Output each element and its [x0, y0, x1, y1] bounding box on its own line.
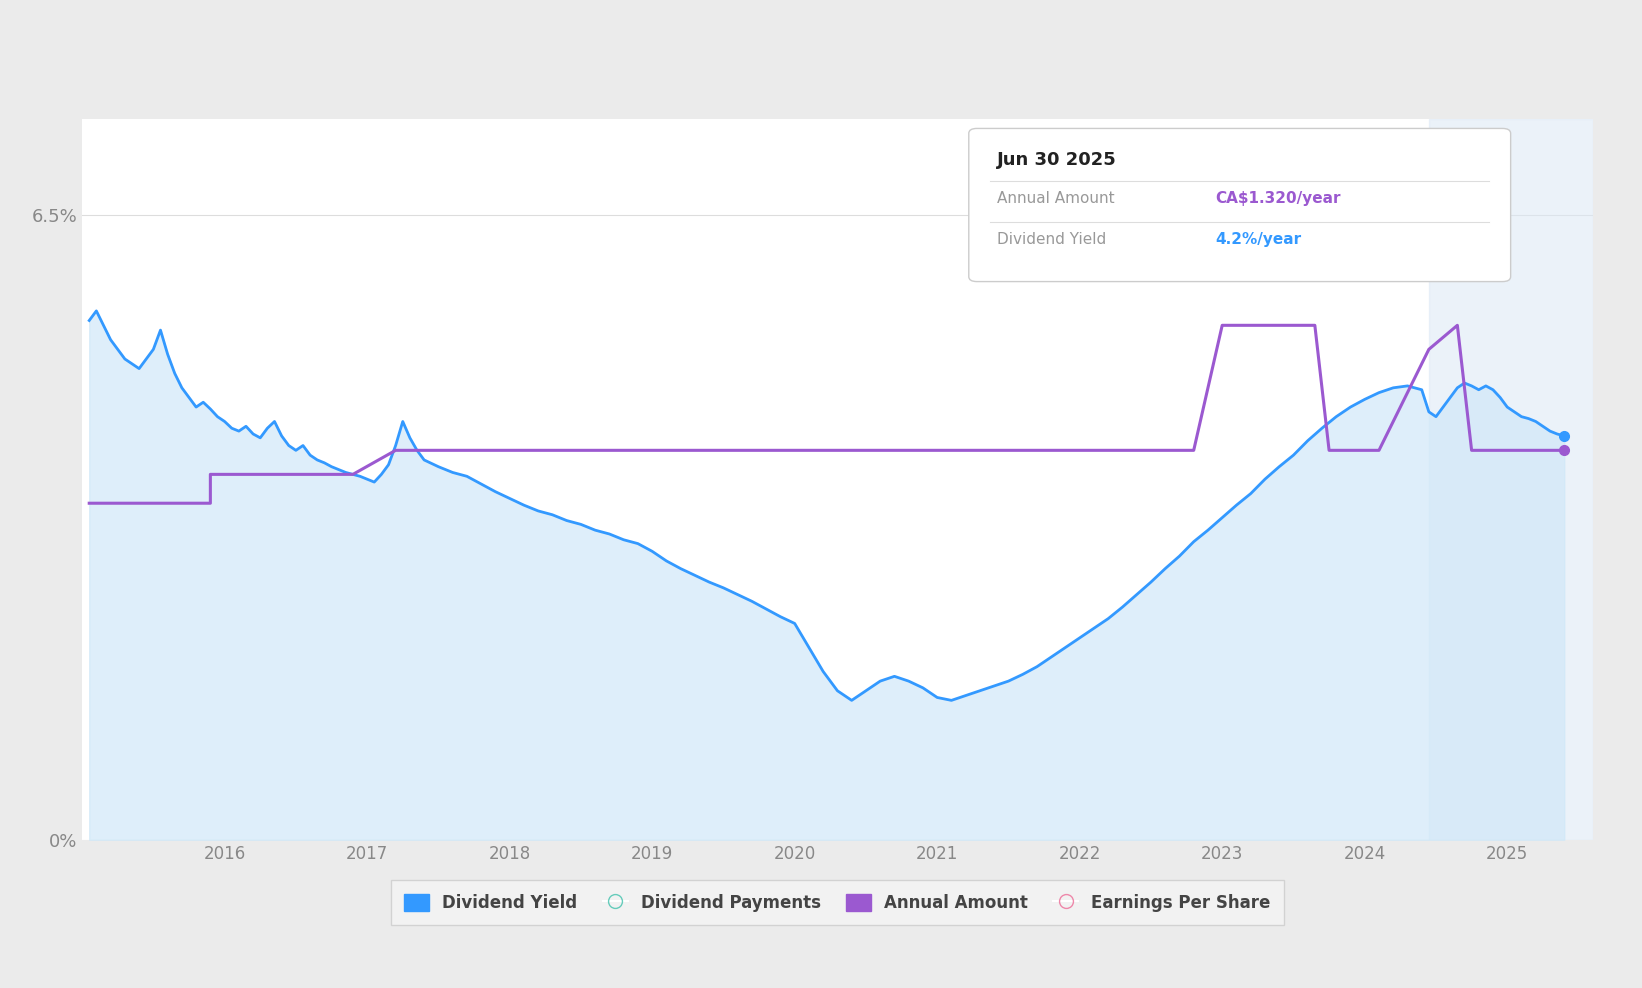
- Text: Jun 30 2025: Jun 30 2025: [997, 151, 1117, 169]
- Legend: Dividend Yield, Dividend Payments, Annual Amount, Earnings Per Share: Dividend Yield, Dividend Payments, Annua…: [391, 880, 1284, 925]
- Text: CA$1.320/year: CA$1.320/year: [1215, 191, 1340, 206]
- Bar: [1429, 119, 1593, 840]
- Text: 4.2%/year: 4.2%/year: [1215, 232, 1300, 247]
- Text: Past: Past: [1432, 176, 1476, 195]
- Text: Dividend Yield: Dividend Yield: [997, 232, 1107, 247]
- Text: Annual Amount: Annual Amount: [997, 191, 1115, 206]
